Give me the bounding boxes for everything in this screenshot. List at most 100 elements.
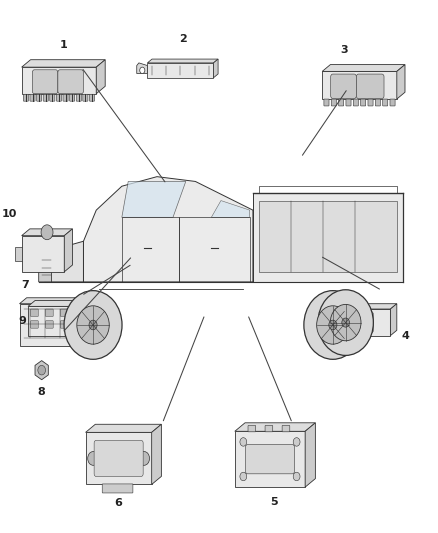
- FancyBboxPatch shape: [94, 440, 143, 477]
- FancyBboxPatch shape: [89, 94, 95, 101]
- Ellipse shape: [77, 306, 109, 344]
- FancyBboxPatch shape: [346, 99, 351, 106]
- FancyBboxPatch shape: [356, 74, 384, 99]
- Polygon shape: [85, 432, 152, 484]
- Text: 1: 1: [59, 40, 67, 50]
- Polygon shape: [253, 193, 403, 282]
- Polygon shape: [64, 229, 72, 272]
- FancyBboxPatch shape: [331, 99, 336, 106]
- FancyBboxPatch shape: [75, 309, 83, 317]
- FancyBboxPatch shape: [36, 94, 42, 101]
- FancyBboxPatch shape: [331, 312, 373, 333]
- Ellipse shape: [304, 290, 362, 359]
- FancyBboxPatch shape: [375, 99, 381, 106]
- Circle shape: [293, 438, 300, 446]
- Polygon shape: [390, 304, 397, 336]
- Polygon shape: [39, 253, 52, 282]
- Text: 4: 4: [401, 331, 409, 341]
- FancyBboxPatch shape: [245, 445, 294, 474]
- FancyBboxPatch shape: [353, 99, 358, 106]
- Circle shape: [293, 472, 300, 481]
- Polygon shape: [15, 246, 21, 261]
- Circle shape: [138, 451, 149, 465]
- Polygon shape: [85, 298, 93, 346]
- Polygon shape: [316, 309, 390, 336]
- FancyBboxPatch shape: [32, 70, 58, 94]
- FancyBboxPatch shape: [383, 99, 388, 106]
- Ellipse shape: [330, 304, 361, 341]
- FancyBboxPatch shape: [324, 99, 329, 106]
- Text: 6: 6: [115, 498, 123, 508]
- FancyBboxPatch shape: [390, 99, 395, 106]
- FancyBboxPatch shape: [85, 332, 91, 337]
- Polygon shape: [322, 64, 405, 71]
- FancyBboxPatch shape: [31, 321, 38, 328]
- FancyBboxPatch shape: [76, 94, 81, 101]
- FancyBboxPatch shape: [46, 309, 53, 317]
- Polygon shape: [20, 304, 85, 346]
- Polygon shape: [148, 59, 218, 63]
- Text: 10: 10: [2, 209, 18, 219]
- FancyBboxPatch shape: [43, 94, 48, 101]
- Text: 9: 9: [18, 316, 26, 326]
- FancyBboxPatch shape: [46, 321, 53, 328]
- FancyBboxPatch shape: [331, 74, 356, 99]
- FancyBboxPatch shape: [310, 316, 316, 320]
- Text: 2: 2: [179, 34, 187, 44]
- Polygon shape: [85, 301, 93, 336]
- FancyBboxPatch shape: [83, 94, 88, 101]
- Polygon shape: [28, 301, 93, 306]
- FancyBboxPatch shape: [85, 313, 91, 318]
- Polygon shape: [84, 176, 253, 282]
- FancyBboxPatch shape: [248, 425, 256, 432]
- FancyBboxPatch shape: [265, 425, 273, 432]
- FancyBboxPatch shape: [85, 338, 91, 344]
- Ellipse shape: [329, 320, 337, 330]
- Circle shape: [240, 472, 247, 481]
- Polygon shape: [316, 304, 397, 309]
- Text: 7: 7: [21, 280, 29, 290]
- FancyBboxPatch shape: [70, 94, 75, 101]
- Circle shape: [240, 438, 247, 446]
- Polygon shape: [85, 424, 161, 432]
- Polygon shape: [212, 200, 250, 217]
- FancyBboxPatch shape: [31, 309, 38, 317]
- FancyBboxPatch shape: [23, 94, 28, 101]
- Polygon shape: [397, 64, 405, 99]
- FancyBboxPatch shape: [85, 319, 91, 325]
- FancyBboxPatch shape: [339, 99, 344, 106]
- FancyBboxPatch shape: [50, 94, 55, 101]
- FancyBboxPatch shape: [310, 325, 316, 329]
- Ellipse shape: [318, 290, 373, 356]
- Polygon shape: [137, 63, 148, 74]
- Ellipse shape: [64, 290, 122, 359]
- Circle shape: [38, 366, 46, 375]
- Polygon shape: [21, 60, 105, 67]
- FancyBboxPatch shape: [282, 425, 290, 432]
- Circle shape: [41, 225, 53, 240]
- FancyBboxPatch shape: [310, 329, 316, 334]
- Circle shape: [88, 451, 99, 465]
- Text: 8: 8: [38, 386, 46, 397]
- FancyBboxPatch shape: [75, 321, 83, 328]
- Polygon shape: [45, 241, 84, 282]
- Polygon shape: [20, 298, 93, 304]
- Polygon shape: [28, 306, 85, 336]
- Polygon shape: [21, 229, 72, 236]
- Polygon shape: [122, 181, 186, 217]
- FancyBboxPatch shape: [310, 311, 316, 316]
- Ellipse shape: [89, 320, 97, 330]
- Polygon shape: [152, 424, 161, 484]
- Polygon shape: [322, 71, 397, 99]
- FancyBboxPatch shape: [58, 70, 84, 94]
- Polygon shape: [21, 236, 64, 272]
- Ellipse shape: [45, 240, 52, 247]
- Polygon shape: [235, 423, 315, 431]
- Text: 3: 3: [341, 45, 348, 55]
- Ellipse shape: [317, 306, 349, 344]
- FancyBboxPatch shape: [30, 94, 35, 101]
- FancyBboxPatch shape: [85, 326, 91, 331]
- FancyBboxPatch shape: [360, 99, 366, 106]
- FancyBboxPatch shape: [102, 484, 133, 493]
- Polygon shape: [213, 59, 218, 78]
